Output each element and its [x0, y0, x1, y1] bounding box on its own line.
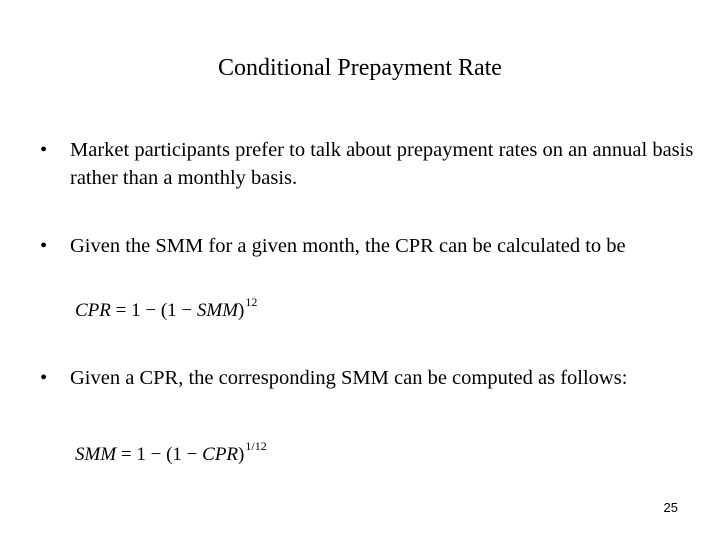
formula-lhs: CPR	[75, 300, 111, 321]
formula-exponent: 12	[245, 295, 258, 309]
bullet-marker: •	[40, 235, 48, 257]
formula-close: )	[238, 300, 245, 321]
bullet-marker: •	[40, 367, 48, 389]
bullet-marker: •	[40, 139, 48, 161]
formula-exponent: 1/12	[245, 439, 267, 453]
formula-middle: = 1 − (1 −	[110, 300, 197, 321]
formula-variable: SMM	[196, 300, 239, 321]
page-number: 25	[663, 500, 678, 515]
formula-middle: = 1 − (1 −	[116, 444, 203, 465]
formula-close: )	[238, 444, 245, 465]
formula-cpr: CPR = 1 − (1 − SMM)12	[75, 295, 257, 322]
formula-smm: SMM = 1 − (1 − CPR)1/12	[75, 439, 267, 466]
formula-lhs: SMM	[75, 444, 117, 465]
bullet-text: Given the SMM for a given month, the CPR…	[70, 235, 626, 257]
bullet-text: Market participants prefer to talk about…	[70, 139, 694, 189]
bullet-text: Given a CPR, the corresponding SMM can b…	[70, 367, 628, 389]
formula-variable: CPR	[202, 444, 239, 465]
slide-title: Conditional Prepayment Rate	[218, 55, 502, 81]
